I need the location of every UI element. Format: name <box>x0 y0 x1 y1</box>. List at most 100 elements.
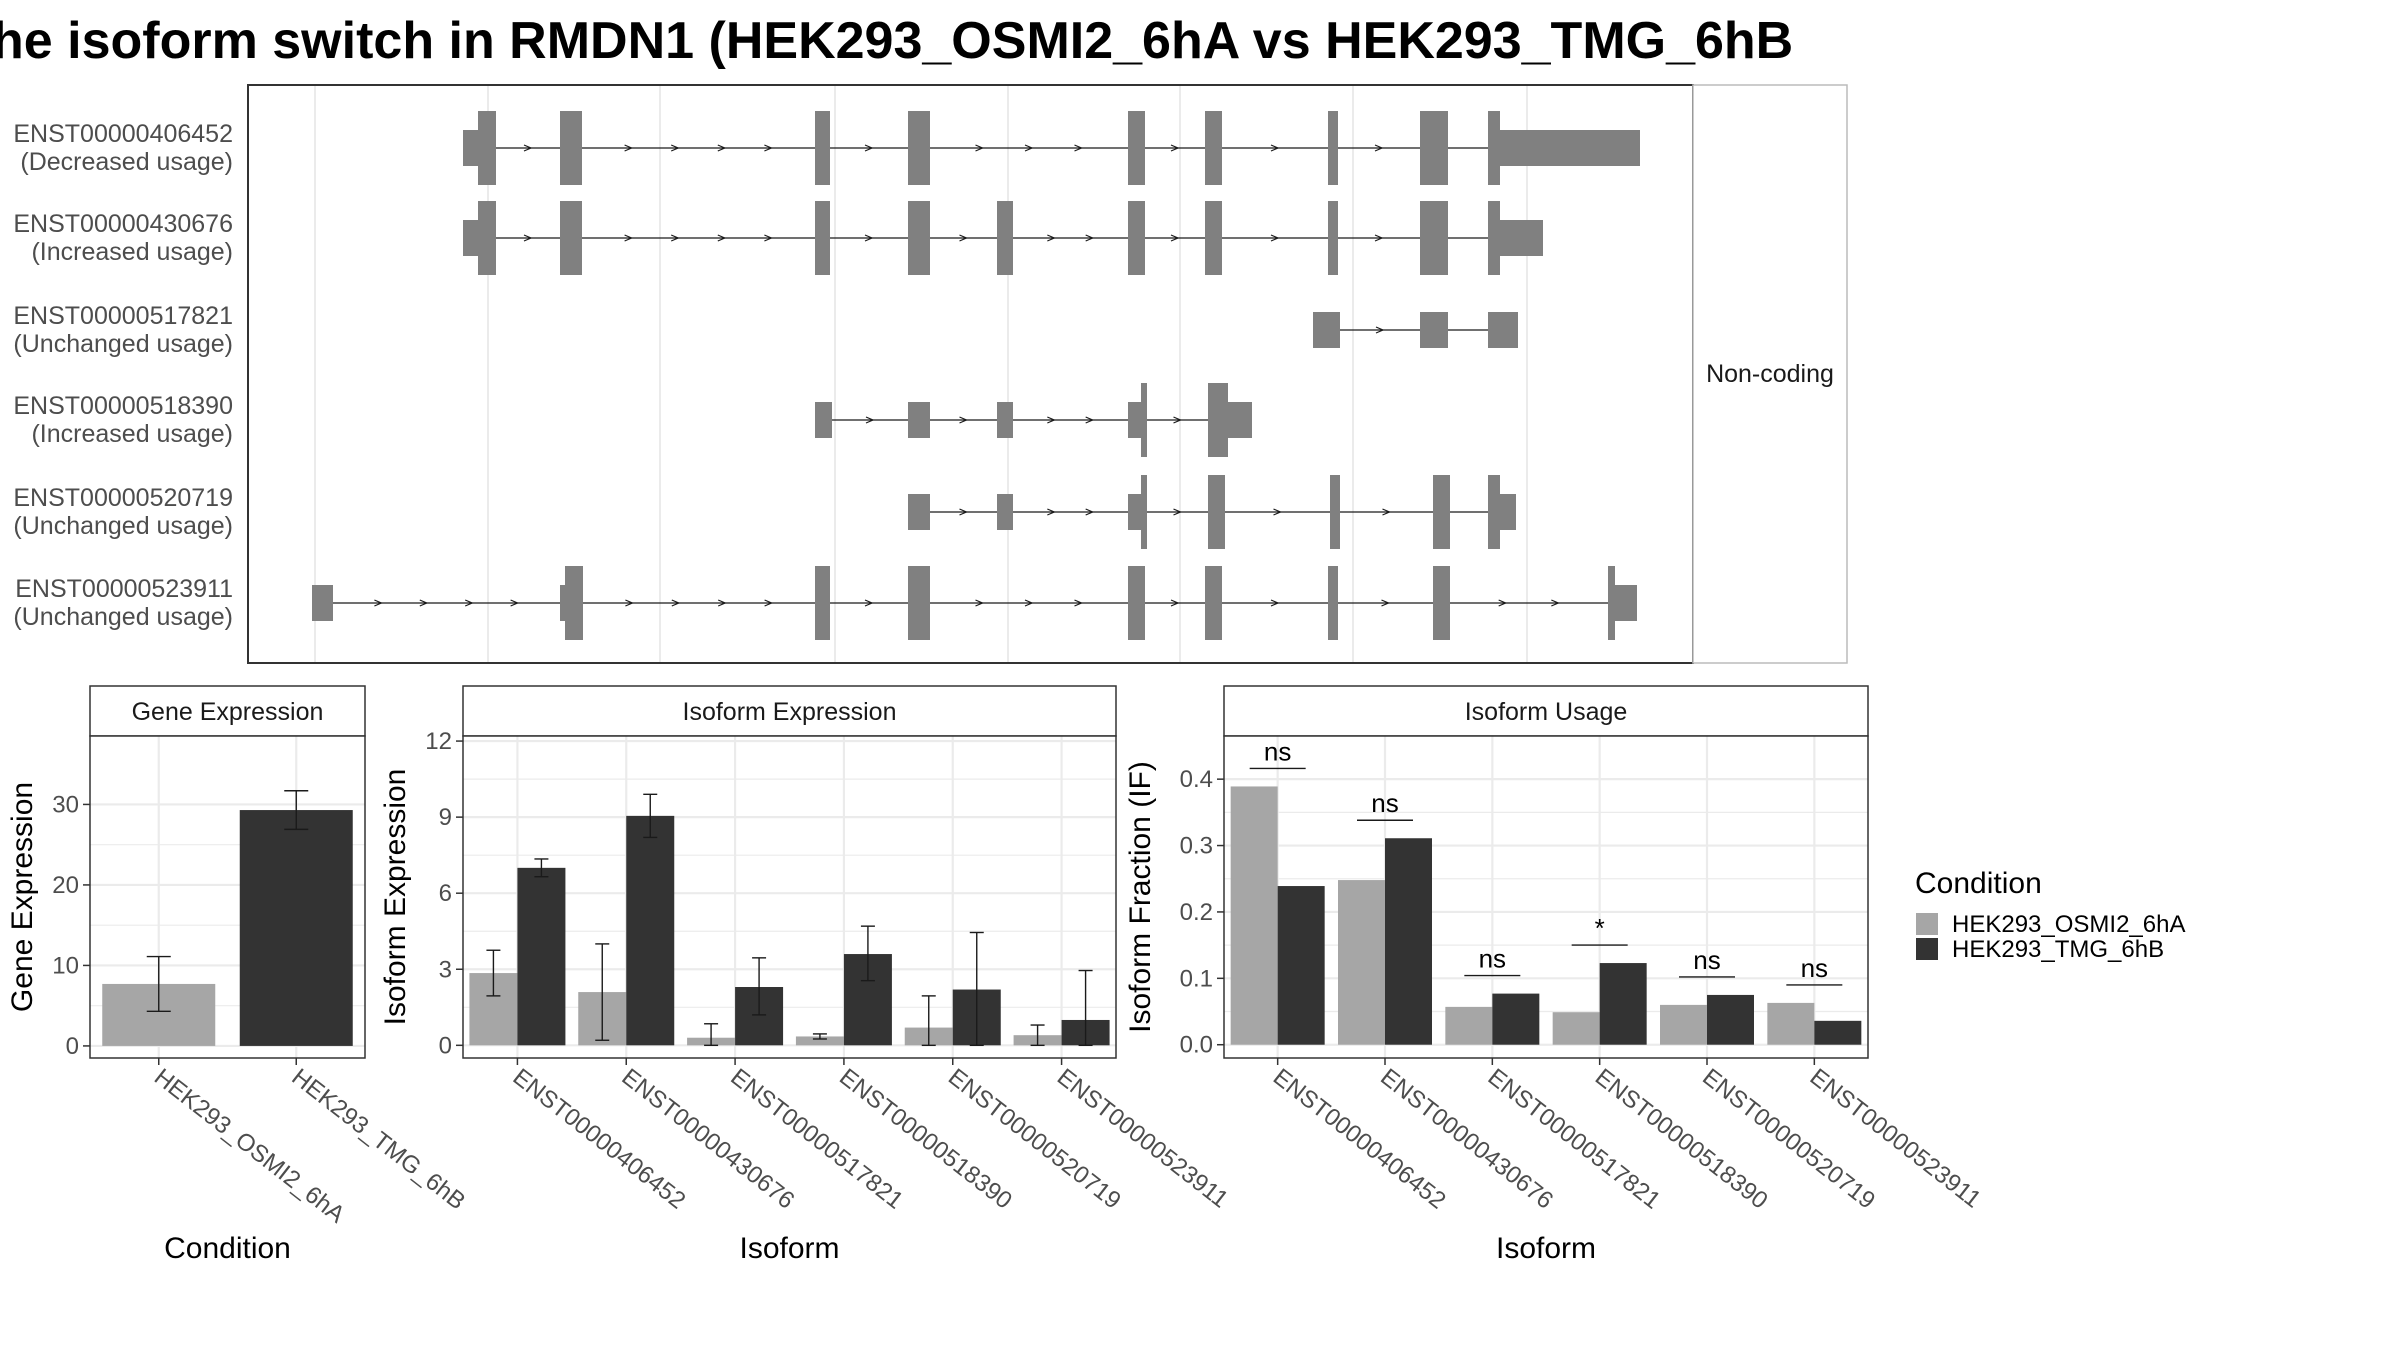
exon-block <box>815 111 830 185</box>
y-tick-label: 6 <box>439 880 452 907</box>
exon-block <box>1205 201 1222 275</box>
intron-direction-arrow <box>864 599 874 607</box>
exon-block <box>1330 475 1340 549</box>
y-axis-title: Isoform Fraction (IF) <box>1124 761 1157 1033</box>
exon-block <box>1608 566 1615 640</box>
exon-block <box>1128 201 1145 275</box>
x-tick-label: ENST00000518390 <box>1590 1063 1773 1214</box>
isoform-usage-panel: Isoform Usage 0.0 0.1 0.2 0.3 0.4 ns ns ns * ns ns E… <box>1124 685 1986 1265</box>
bar <box>1492 993 1540 1045</box>
exon-block <box>1433 475 1450 549</box>
bar <box>1814 1020 1862 1045</box>
intron-direction-arrow <box>374 599 383 607</box>
isoform-expression-panel: Isoform Expression036912ENST00000406452E… <box>379 685 1233 1265</box>
intron-direction-arrow <box>671 599 681 607</box>
intron-direction-arrow <box>670 234 680 242</box>
exon-block <box>1488 111 1500 185</box>
exon-block <box>908 402 930 438</box>
intron-direction-arrow <box>975 144 985 152</box>
x-axis-title: Isoform <box>1496 1232 1596 1265</box>
exon-block <box>997 402 1013 438</box>
bar <box>1277 886 1325 1045</box>
intron-direction-arrow <box>975 599 985 607</box>
condition-legend: Condition HEK293_OSMI2_6hA HEK293_TMG_6h… <box>1915 867 2185 963</box>
exon-block <box>815 402 832 438</box>
x-axis-title: Condition <box>164 1232 291 1265</box>
bar <box>1552 1012 1600 1045</box>
legend-swatch-osmi2 <box>1916 913 1938 935</box>
y-tick-label: 0.4 <box>1180 766 1213 793</box>
exon-block <box>815 566 830 640</box>
exon-block <box>1420 312 1448 348</box>
panel-border <box>462 735 1117 1059</box>
significance-label: ns <box>1371 788 1398 818</box>
y-tick-label: 0.1 <box>1180 965 1213 992</box>
intron-direction-arrow <box>764 599 774 607</box>
y-tick-label: 0 <box>439 1032 452 1059</box>
intron-direction-arrow <box>523 234 533 242</box>
panel-strip <box>89 685 366 737</box>
intron-direction-arrow <box>1085 416 1095 424</box>
exon-block <box>312 585 333 621</box>
legend-swatch-tmg <box>1916 938 1938 960</box>
bar <box>239 810 353 1046</box>
y-tick-label: 10 <box>52 952 79 979</box>
intron-direction-arrow <box>1382 508 1392 516</box>
exon-block <box>1208 383 1228 457</box>
intron-direction-arrow <box>717 144 727 152</box>
y-axis-title: Isoform Expression <box>379 769 412 1026</box>
x-tick-label: ENST00000406452 <box>1268 1063 1451 1214</box>
panel-strip-title: Gene Expression <box>132 698 324 726</box>
intron-direction-arrow <box>1273 508 1283 516</box>
exon-block <box>1328 201 1338 275</box>
y-tick-label: 0.3 <box>1180 833 1213 860</box>
panel-strip <box>462 685 1117 737</box>
intron-direction-arrow <box>1024 599 1034 607</box>
transcript-id-label: ENST00000518390 <box>13 392 233 420</box>
intron-direction-arrow <box>1374 144 1384 152</box>
exon-block <box>463 220 478 256</box>
intron-direction-arrow <box>1085 508 1095 516</box>
intron-direction-arrow <box>717 234 727 242</box>
bar <box>795 1036 844 1046</box>
intron-direction-arrow <box>419 599 429 607</box>
intron-direction-arrow <box>523 144 533 152</box>
transcript-id-label: ENST00000520719 <box>13 484 233 512</box>
intron-direction-arrow <box>1270 599 1280 607</box>
intron-direction-arrow <box>1173 416 1183 424</box>
transcript-usage-label: (Decreased usage) <box>20 148 233 176</box>
intron-direction-arrow <box>864 234 874 242</box>
intron-direction-arrow <box>464 599 474 607</box>
transcript-structure-panel: Non-coding ENST00000406452(Decreased usa… <box>13 84 1848 664</box>
exon-block <box>560 111 582 185</box>
y-tick-label: 9 <box>439 804 452 831</box>
transcript-usage-label: (Increased usage) <box>31 420 233 448</box>
bar <box>1230 786 1278 1045</box>
structure-strip-label: Non-coding <box>1706 360 1834 388</box>
exon-block <box>908 201 930 275</box>
exon-block <box>1128 111 1145 185</box>
legend-label-tmg: HEK293_TMG_6hB <box>1952 936 2164 963</box>
intron-direction-arrow <box>1047 416 1056 424</box>
exon-block <box>815 201 830 275</box>
intron-direction-arrow <box>624 234 634 242</box>
bar <box>1385 838 1432 1045</box>
y-tick-label: 3 <box>439 956 452 983</box>
significance-label: * <box>1595 913 1605 943</box>
intron-direction-arrow <box>717 599 727 607</box>
panel-border <box>89 735 366 1059</box>
intron-direction-arrow <box>1047 234 1056 242</box>
exon-block <box>1228 402 1252 438</box>
exon-block <box>1313 312 1340 348</box>
intron-direction-arrow <box>764 234 773 242</box>
exon-block <box>1141 475 1147 549</box>
exon-block <box>565 566 583 640</box>
exon-block <box>908 566 930 640</box>
exon-block <box>1615 585 1637 621</box>
intron-direction-arrow <box>625 599 634 607</box>
exon-block <box>908 494 930 530</box>
panel-border <box>1223 735 1869 1059</box>
transcript-id-label: ENST00000523911 <box>15 575 233 603</box>
exon-block <box>1328 111 1338 185</box>
